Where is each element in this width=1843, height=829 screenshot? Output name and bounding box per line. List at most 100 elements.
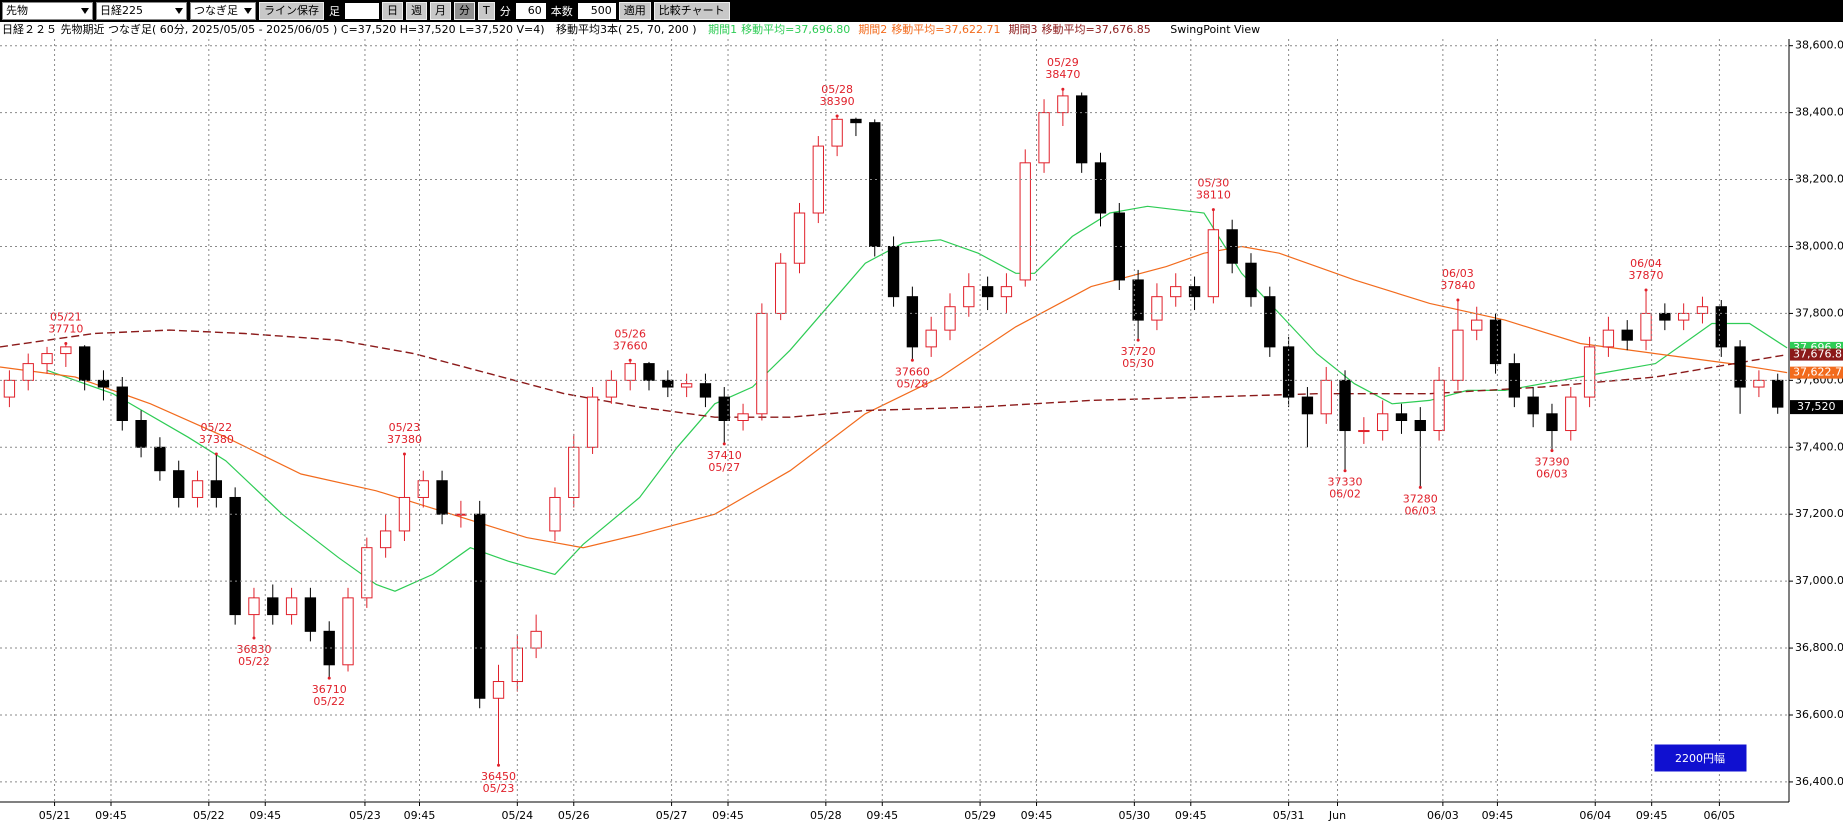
ma-tag: [1790, 348, 1843, 361]
candle-body: [963, 286, 975, 308]
swing-point: [628, 358, 632, 362]
candle-body: [1677, 312, 1690, 321]
day-button[interactable]: 日: [382, 2, 403, 20]
swing-label: 37380: [387, 433, 422, 446]
swing-label: 38110: [1196, 189, 1231, 202]
apply-button[interactable]: 適用: [618, 2, 651, 20]
x-tick-label: 06/03: [1427, 809, 1459, 822]
candle-body: [981, 286, 994, 298]
swing-point: [1644, 288, 1648, 292]
swing-point: [1211, 208, 1215, 212]
candle-body: [78, 346, 91, 381]
swing-point: [214, 452, 218, 456]
ma-line: [46, 205, 1788, 592]
swing-label: 36830: [236, 643, 271, 656]
compare-button[interactable]: 比較チャート: [653, 2, 730, 20]
swing-point: [1061, 87, 1065, 91]
chart-title: 日経２２５ 先物期近 つなぎ足( 60分, 2025/05/05 - 2025/…: [2, 23, 545, 36]
candle-body: [1772, 379, 1784, 408]
y-tick-label: 38,200.00: [1795, 173, 1843, 186]
candle-body: [756, 312, 768, 415]
month-button[interactable]: 月: [430, 2, 451, 20]
candle-body: [887, 245, 900, 298]
candle-body: [737, 413, 749, 421]
week-button[interactable]: 週: [406, 2, 427, 20]
candle-body: [492, 681, 505, 699]
ma-title: 移動平均3本( 25, 70, 200 ): [556, 23, 697, 36]
candle-body: [906, 296, 919, 348]
candle-body: [248, 597, 260, 616]
x-tick-label: 09:45: [866, 809, 898, 822]
x-tick-label: 05/22: [193, 809, 225, 822]
symbol-select[interactable]: 日経225: [96, 2, 187, 20]
candle-body: [1659, 312, 1671, 321]
swing-label: 05/23: [389, 421, 421, 434]
candle-body: [586, 396, 599, 448]
candle-body: [3, 379, 16, 398]
x-tick-label: 09:45: [1482, 809, 1514, 822]
y-tick-label: 38,000.00: [1795, 239, 1843, 252]
candle-body: [1471, 319, 1483, 331]
ma-tag-label: 37,622.7: [1793, 366, 1842, 379]
swing-label: 37410: [707, 449, 742, 462]
y-tick-label: 36,400.00: [1795, 775, 1843, 788]
ma-tag-label: 37,676.8: [1793, 348, 1842, 361]
x-tick-label: 09:45: [1021, 809, 1053, 822]
swing-label: 05/29: [1047, 56, 1079, 69]
candle-body: [135, 420, 147, 448]
candle-body: [1452, 329, 1464, 381]
candle-body: [1151, 296, 1163, 321]
candle-body: [342, 597, 354, 666]
y-tick-label: 37,800.00: [1795, 306, 1843, 319]
swing-point: [1456, 298, 1460, 302]
y-tick-label: 38,400.00: [1795, 106, 1843, 119]
candle-body: [210, 480, 223, 498]
candle-body: [1602, 329, 1615, 348]
candle-body: [1395, 413, 1408, 421]
swing-label: 37390: [1534, 456, 1569, 469]
candle-body: [1565, 396, 1577, 432]
candle-body: [436, 480, 448, 515]
minute-input[interactable]: 60: [515, 3, 546, 19]
candle-body: [718, 396, 730, 421]
candle-body: [267, 597, 279, 616]
market-select[interactable]: 先物: [2, 2, 93, 20]
candle-body: [154, 446, 166, 472]
candle-body: [41, 353, 53, 365]
swing-point: [1343, 469, 1347, 473]
x-tick-label: 09:45: [404, 809, 436, 822]
range-label: 2200円幅: [1675, 752, 1725, 765]
swing-label: 05/23: [483, 782, 515, 795]
swing-label: 05/28: [821, 83, 853, 96]
y-tick-label: 36,800.00: [1795, 641, 1843, 654]
candle-body: [699, 383, 712, 398]
candle-body: [1734, 346, 1746, 388]
swing-point: [252, 636, 256, 640]
range-box: [1653, 743, 1748, 773]
candle-body: [1583, 346, 1596, 398]
candle-body: [398, 496, 411, 532]
swing-label: 38470: [1045, 68, 1080, 81]
candle-body: [285, 597, 298, 616]
legend: 期間1 移動平均=37,696.80 期間2 移動平均=37,622.71 期間3 移動平…: [708, 23, 1159, 36]
x-tick-label: 05/29: [964, 809, 996, 822]
candle-body: [831, 118, 843, 147]
candle-body: [1245, 262, 1257, 298]
legend-name: 期間2: [858, 23, 888, 36]
tick-button[interactable]: T: [478, 2, 495, 20]
candle-body: [1358, 430, 1370, 433]
candle-body: [1282, 346, 1295, 398]
save-lines-button[interactable]: ライン保存: [259, 2, 324, 20]
swing-point: [835, 114, 839, 118]
bar-input[interactable]: [345, 3, 379, 19]
minute-button[interactable]: 分: [454, 2, 475, 20]
legend-name: 期間1: [708, 23, 738, 36]
candle-body: [1414, 420, 1426, 432]
count-input[interactable]: 500: [577, 3, 616, 19]
candle-body: [1376, 413, 1389, 432]
candle-body: [1000, 286, 1013, 298]
candle-body: [680, 383, 693, 388]
x-tick-label: 05/31: [1273, 809, 1305, 822]
candle-body: [1057, 95, 1069, 114]
series-select[interactable]: つなぎ足: [190, 2, 256, 20]
